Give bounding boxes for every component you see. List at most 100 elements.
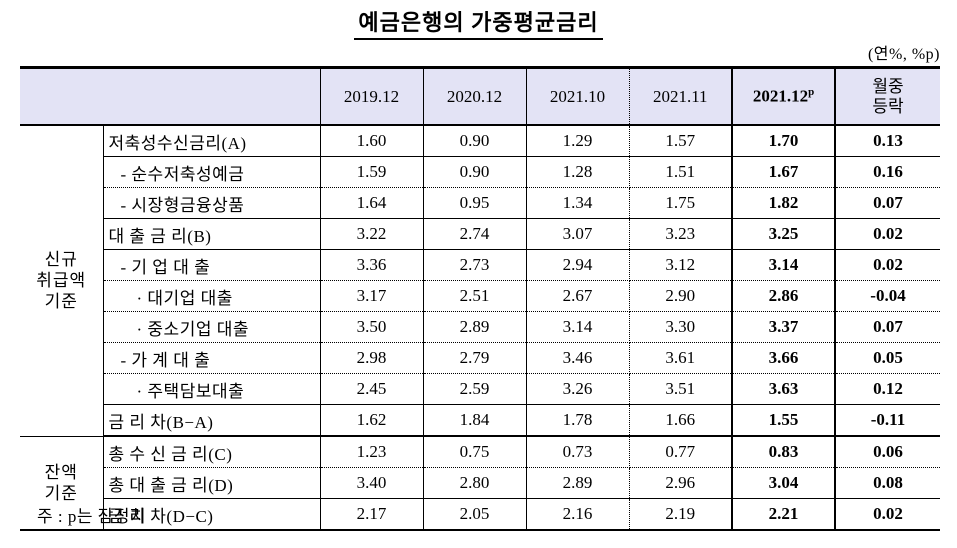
cell: 0.73 bbox=[526, 436, 630, 468]
row-label: 총 대 출 금 리(D) bbox=[103, 467, 321, 499]
cell: 1.57 bbox=[629, 125, 732, 157]
table-row: · 주택담보대출 2.45 2.59 3.26 3.51 3.63 0.12 bbox=[20, 373, 940, 405]
header-2020-12: 2020.12 bbox=[423, 66, 527, 126]
cell: 1.29 bbox=[526, 125, 630, 157]
cell: 2.74 bbox=[423, 218, 527, 250]
cell: 1.34 bbox=[526, 187, 630, 219]
row-label: - 기 업 대 출 bbox=[103, 249, 321, 281]
cell: 2.73 bbox=[423, 249, 527, 281]
row-label: 금 리 차(D−C) bbox=[103, 498, 321, 531]
cell-provisional: 3.37 bbox=[731, 311, 836, 343]
cell: 1.66 bbox=[629, 404, 732, 437]
header-monthly-change: 월중 등락 bbox=[835, 66, 940, 126]
cell-change: 0.07 bbox=[835, 187, 940, 219]
cell: 2.98 bbox=[320, 342, 424, 374]
cell: 1.78 bbox=[526, 404, 630, 437]
group-label-new-transactions: 신규 취급액 기준 bbox=[20, 125, 104, 437]
cell-provisional: 0.83 bbox=[731, 436, 836, 468]
cell-change: -0.04 bbox=[835, 280, 940, 312]
header-empty-cell bbox=[20, 66, 321, 126]
cell: 3.61 bbox=[629, 342, 732, 374]
cell: 3.17 bbox=[320, 280, 424, 312]
cell: 3.30 bbox=[629, 311, 732, 343]
cell: 3.36 bbox=[320, 249, 424, 281]
cell: 3.51 bbox=[629, 373, 732, 405]
cell: 2.80 bbox=[423, 467, 527, 499]
page-title: 예금은행의 가중평균금리 bbox=[354, 5, 603, 40]
cell: 0.90 bbox=[423, 125, 527, 157]
row-label: · 중소기업 대출 bbox=[103, 311, 321, 343]
cell-change: 0.06 bbox=[835, 436, 940, 468]
unit-note: (연%, %p) bbox=[867, 46, 940, 63]
cell-provisional: 1.82 bbox=[731, 187, 836, 219]
table-row: - 시장형금융상품 1.64 0.95 1.34 1.75 1.82 0.07 bbox=[20, 187, 940, 219]
cell: 0.95 bbox=[423, 187, 527, 219]
cell-change: 0.13 bbox=[835, 125, 940, 157]
table-row: · 대기업 대출 3.17 2.51 2.67 2.90 2.86 -0.04 bbox=[20, 280, 940, 312]
cell: 3.07 bbox=[526, 218, 630, 250]
cell-change: 0.07 bbox=[835, 311, 940, 343]
header-2021-10: 2021.10 bbox=[526, 66, 630, 126]
cell: 2.89 bbox=[423, 311, 527, 343]
cell: 0.77 bbox=[629, 436, 732, 468]
cell-change: 0.02 bbox=[835, 498, 940, 531]
cell: 0.75 bbox=[423, 436, 527, 468]
cell: 1.84 bbox=[423, 404, 527, 437]
cell-provisional: 1.55 bbox=[731, 404, 836, 437]
header-2021-11: 2021.11 bbox=[629, 66, 732, 126]
cell: 2.51 bbox=[423, 280, 527, 312]
table-row: 신규 취급액 기준 저축성수신금리(A) 1.60 0.90 1.29 1.57… bbox=[20, 125, 940, 437]
cell: 2.90 bbox=[629, 280, 732, 312]
table-row: - 가 계 대 출 2.98 2.79 3.46 3.61 3.66 0.05 bbox=[20, 342, 940, 374]
cell: 3.50 bbox=[320, 311, 424, 343]
table-row: 금 리 차(B−A) 1.62 1.84 1.78 1.66 1.55 -0.1… bbox=[20, 404, 940, 437]
group-label-balance-basis: 잔액 기준 bbox=[20, 436, 104, 531]
cell: 3.22 bbox=[320, 218, 424, 250]
cell: 3.14 bbox=[526, 311, 630, 343]
cell-provisional: 3.14 bbox=[731, 249, 836, 281]
table-row: 대 출 금 리(B) 3.22 2.74 3.07 3.23 3.25 0.02 bbox=[20, 218, 940, 250]
table-row: - 순수저축성예금 1.59 0.90 1.28 1.51 1.67 0.16 bbox=[20, 156, 940, 188]
table-row: - 기 업 대 출 3.36 2.73 2.94 3.12 3.14 0.02 bbox=[20, 249, 940, 281]
cell-provisional: 3.66 bbox=[731, 342, 836, 374]
cell-change: -0.11 bbox=[835, 404, 940, 437]
cell-change: 0.02 bbox=[835, 249, 940, 281]
cell: 1.60 bbox=[320, 125, 424, 157]
row-label: 금 리 차(B−A) bbox=[103, 404, 321, 437]
cell: 1.62 bbox=[320, 404, 424, 437]
cell: 2.94 bbox=[526, 249, 630, 281]
row-label: 대 출 금 리(B) bbox=[103, 218, 321, 250]
row-label: - 시장형금융상품 bbox=[103, 187, 321, 219]
cell-provisional: 2.21 bbox=[731, 498, 836, 531]
cell: 2.05 bbox=[423, 498, 527, 531]
cell-change: 0.12 bbox=[835, 373, 940, 405]
table-row: 잔액 기준 총 수 신 금 리(C) 1.23 0.75 0.73 0.77 0… bbox=[20, 436, 940, 531]
cell: 1.28 bbox=[526, 156, 630, 188]
cell-provisional: 2.86 bbox=[731, 280, 836, 312]
cell: 2.19 bbox=[629, 498, 732, 531]
cell: 2.79 bbox=[423, 342, 527, 374]
cell-provisional: 3.63 bbox=[731, 373, 836, 405]
cell: 2.59 bbox=[423, 373, 527, 405]
cell: 3.23 bbox=[629, 218, 732, 250]
cell-change: 0.05 bbox=[835, 342, 940, 374]
row-label: · 주택담보대출 bbox=[103, 373, 321, 405]
cell: 1.75 bbox=[629, 187, 732, 219]
cell: 2.89 bbox=[526, 467, 630, 499]
table-row: · 중소기업 대출 3.50 2.89 3.14 3.30 3.37 0.07 bbox=[20, 311, 940, 343]
cell-change: 0.02 bbox=[835, 218, 940, 250]
header-row: 2019.12 2020.12 2021.10 2021.11 2021.12p… bbox=[20, 66, 940, 126]
table-row: 금 리 차(D−C) 2.17 2.05 2.16 2.19 2.21 0.02 bbox=[20, 498, 940, 531]
cell-change: 0.16 bbox=[835, 156, 940, 188]
header-2019-12: 2019.12 bbox=[320, 66, 424, 126]
title-wrap: 예금은행의 가중평균금리 bbox=[0, 5, 957, 40]
table-row: 총 대 출 금 리(D) 3.40 2.80 2.89 2.96 3.04 0.… bbox=[20, 467, 940, 499]
cell: 2.16 bbox=[526, 498, 630, 531]
row-label: - 가 계 대 출 bbox=[103, 342, 321, 374]
cell: 2.67 bbox=[526, 280, 630, 312]
cell: 3.40 bbox=[320, 467, 424, 499]
cell: 2.96 bbox=[629, 467, 732, 499]
cell: 1.51 bbox=[629, 156, 732, 188]
cell: 3.12 bbox=[629, 249, 732, 281]
